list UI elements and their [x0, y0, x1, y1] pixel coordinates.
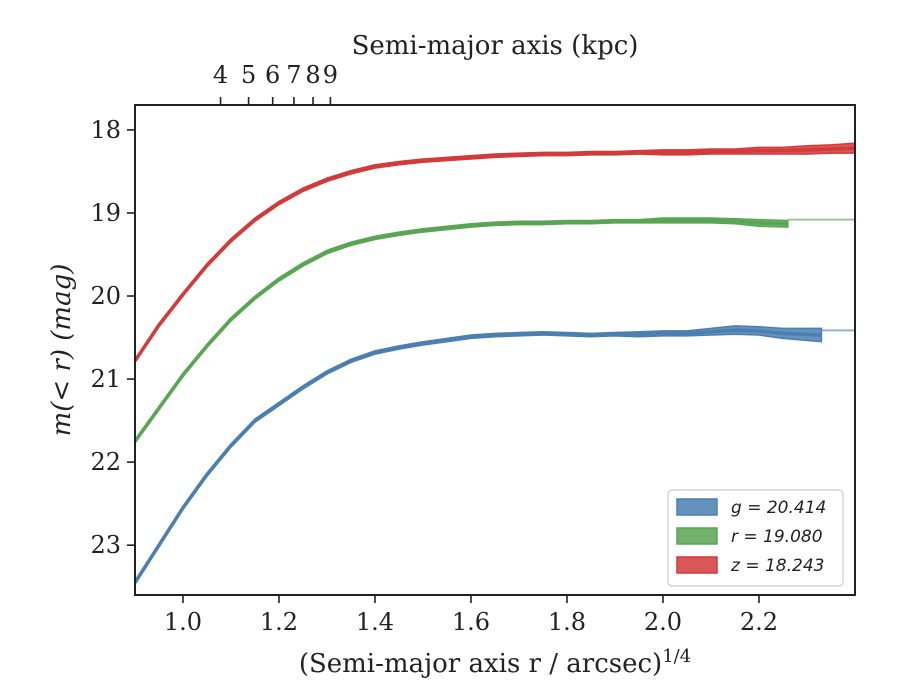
x-tick-label: 1.4: [356, 608, 394, 636]
x-tick-label: 1.8: [548, 608, 586, 636]
legend-item-g: g = 20.414: [676, 498, 826, 518]
y-tick-label: 20: [90, 282, 121, 310]
legend-label-r: r = 19.080: [731, 527, 823, 547]
x-axis-title-superscript: 1/4: [662, 646, 691, 667]
y-tick-label: 22: [90, 448, 121, 476]
series-z-line: [133, 146, 856, 362]
y-tick-label: 21: [90, 365, 121, 393]
series-g-line: [133, 328, 822, 584]
legend-swatch-z: [676, 556, 718, 574]
x-tick-label: 2.0: [644, 608, 682, 636]
top-axis-title: Semi-major axis (kpc): [352, 31, 639, 61]
top-tick-label: 9: [323, 61, 338, 89]
legend: g = 20.414 r = 19.080 z = 18.243: [667, 489, 844, 587]
x-axis-title-main: (Semi-major axis r / arcsec): [299, 649, 662, 679]
x-tick-label: 1.6: [452, 608, 490, 636]
legend-item-z: z = 18.243: [676, 556, 824, 576]
series-r: [133, 217, 855, 446]
top-tick-label: 6: [265, 61, 280, 89]
legend-label-g: g = 20.414: [731, 498, 826, 518]
x-tick-label: 1.2: [260, 608, 298, 636]
top-tick-label: 4: [213, 61, 228, 89]
top-tick-label: 5: [241, 61, 256, 89]
plot-frame: [134, 104, 856, 596]
top-tick-label: 7: [286, 61, 301, 89]
y-axis-title: m(< r) (mag): [47, 264, 77, 437]
x-tick-label: 2.2: [740, 608, 778, 636]
y-tick-label: 19: [90, 199, 121, 227]
legend-item-r: r = 19.080: [676, 527, 823, 547]
x-axis-title: (Semi-major axis r / arcsec)1/4: [299, 646, 691, 679]
legend-swatch-r: [676, 527, 718, 545]
legend-label-z: z = 18.243: [730, 556, 824, 576]
top-tick-label: 8: [305, 61, 320, 89]
x-tick-label: 1.0: [164, 608, 202, 636]
series-g: [133, 325, 855, 587]
y-tick-label: 23: [90, 531, 121, 559]
legend-items: g = 20.414 r = 19.080 z = 18.243: [676, 498, 826, 576]
y-tick-label: 18: [90, 116, 121, 144]
data-layer: [133, 142, 856, 587]
axes-layer: 1.0 1.2 1.4 1.6 1.8 2.0 2.2 18 19 20 21 22 23 4 5 6 7 8 9: [90, 61, 778, 636]
series-r-line: [133, 218, 788, 443]
legend-swatch-g: [676, 498, 718, 516]
